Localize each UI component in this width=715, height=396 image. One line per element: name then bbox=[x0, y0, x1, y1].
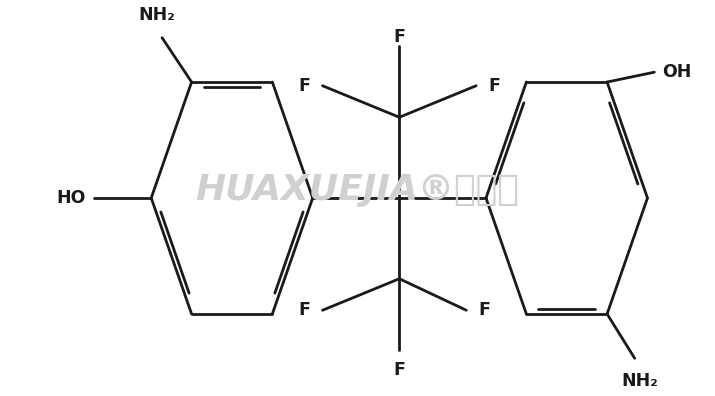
Text: F: F bbox=[478, 301, 490, 319]
Text: F: F bbox=[393, 28, 405, 46]
Text: F: F bbox=[299, 301, 311, 319]
Text: F: F bbox=[393, 362, 405, 379]
Text: HUAXUEJIA®化学加: HUAXUEJIA®化学加 bbox=[196, 173, 519, 207]
Text: NH₂: NH₂ bbox=[139, 6, 176, 24]
Text: F: F bbox=[299, 77, 311, 95]
Text: F: F bbox=[488, 77, 500, 95]
Text: HO: HO bbox=[57, 189, 87, 207]
Text: OH: OH bbox=[662, 63, 691, 81]
Text: NH₂: NH₂ bbox=[621, 372, 658, 390]
